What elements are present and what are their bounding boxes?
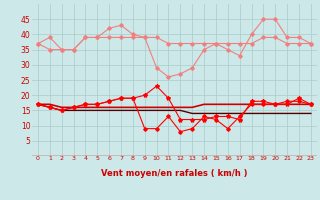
X-axis label: Vent moyen/en rafales ( km/h ): Vent moyen/en rafales ( km/h ) (101, 169, 248, 178)
